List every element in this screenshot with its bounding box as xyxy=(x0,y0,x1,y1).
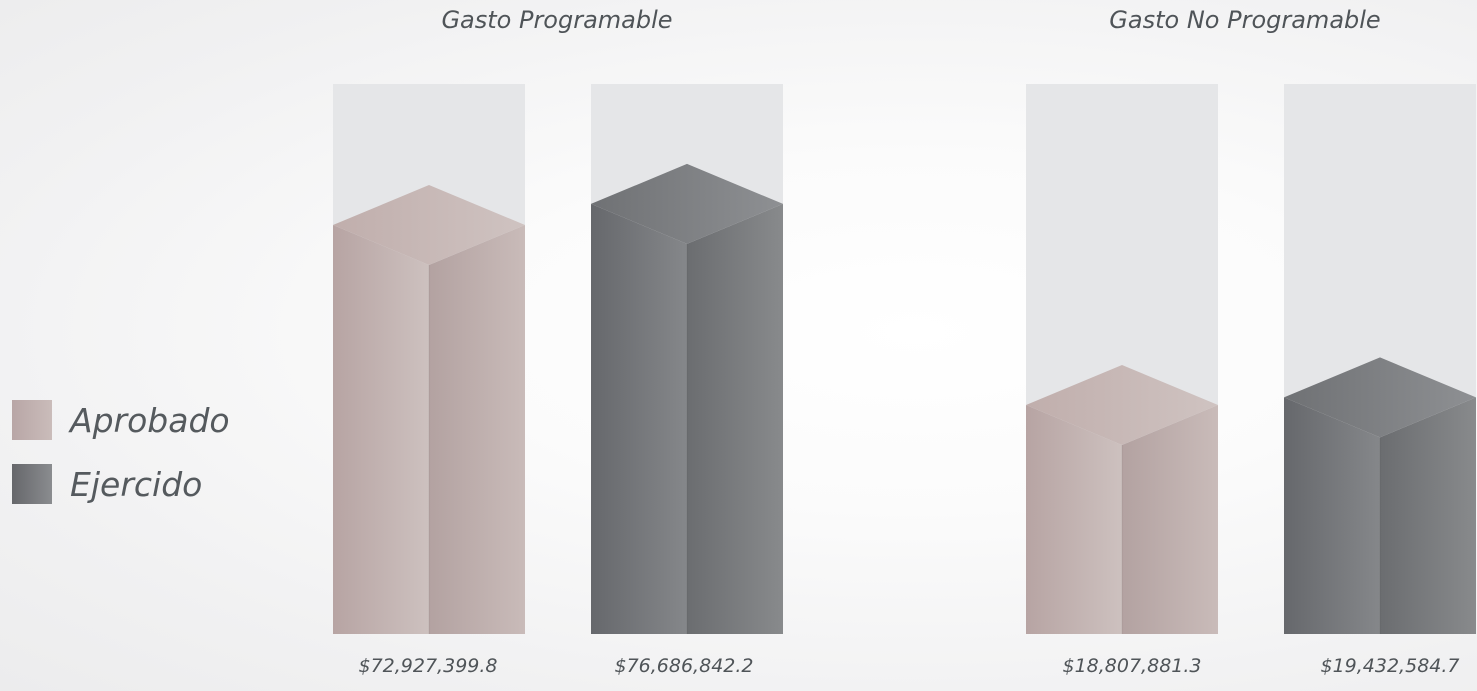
bar-face-right-aprobado-programable xyxy=(429,225,525,634)
bar-top-ejercido-no-programable xyxy=(1284,357,1476,438)
bar-face-left-ejercido-programable xyxy=(591,203,687,635)
value-label-ejercido-programable: $76,686,842.2 xyxy=(614,655,754,677)
legend-item-ejercido: Ejercido xyxy=(12,464,230,504)
legend-label-aprobado: Aprobado xyxy=(70,400,230,440)
legend-swatch-aprobado xyxy=(12,400,52,440)
legend-item-aprobado: Aprobado xyxy=(12,400,230,440)
bar-face-left-aprobado-no-programable xyxy=(1026,405,1122,634)
legend-swatch-ejercido xyxy=(12,464,52,504)
bar-top-ejercido-programable xyxy=(591,163,783,244)
bar-face-left-aprobado-programable xyxy=(333,225,429,634)
legend-label-ejercido: Ejercido xyxy=(70,464,203,504)
bar-face-left-ejercido-no-programable xyxy=(1284,397,1380,634)
value-label-aprobado-programable: $72,927,399.8 xyxy=(358,655,498,677)
bar-face-right-ejercido-no-programable xyxy=(1380,397,1476,634)
bar-face-right-ejercido-programable xyxy=(687,203,783,635)
group-title-gasto-no-programable: Gasto No Programable xyxy=(1109,6,1381,34)
value-label-aprobado-no-programable: $18,807,881.3 xyxy=(1062,655,1202,677)
legend: Aprobado Ejercido xyxy=(12,400,230,528)
bar-face-right-aprobado-no-programable xyxy=(1122,405,1218,634)
bar-top-aprobado-no-programable xyxy=(1026,365,1218,445)
value-label-ejercido-no-programable: $19,432,584.7 xyxy=(1320,655,1460,677)
group-title-gasto-programable: Gasto Programable xyxy=(441,6,673,34)
bar-top-aprobado-programable xyxy=(333,185,525,265)
